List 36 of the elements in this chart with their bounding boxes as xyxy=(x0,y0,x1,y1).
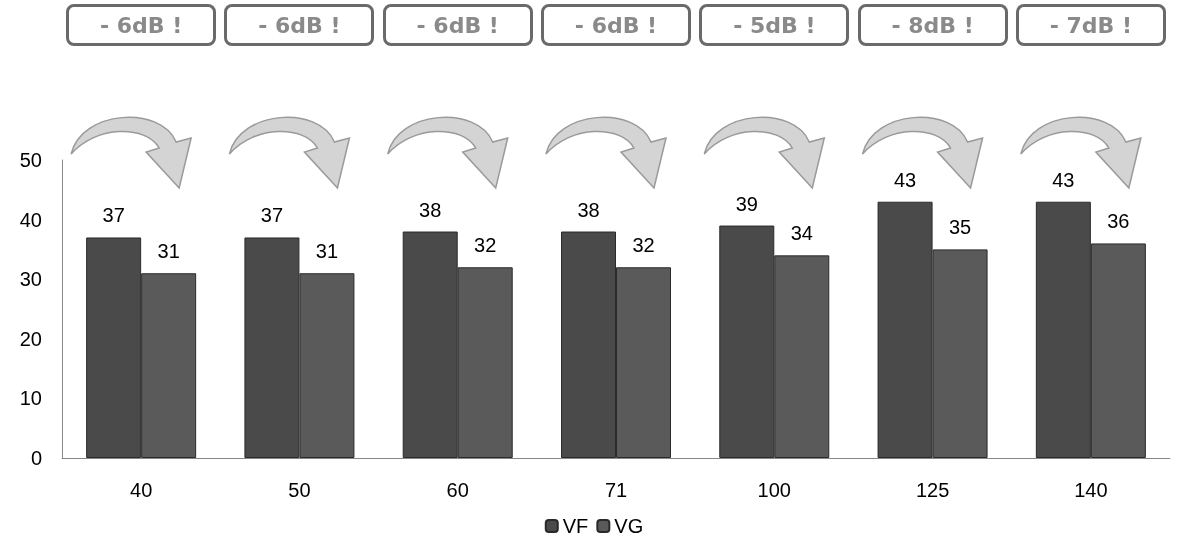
y-tick-label: 10 xyxy=(19,387,42,410)
y-tick-label: 30 xyxy=(19,268,42,291)
data-label: 34 xyxy=(790,222,813,245)
text: - 8dB ! xyxy=(857,4,1008,46)
y-tick-label: 20 xyxy=(19,327,42,350)
y-tick-label: 0 xyxy=(30,447,42,469)
x-tick-label: 60 xyxy=(446,479,469,501)
y-tick-label: 50 xyxy=(19,149,42,171)
data-label: 32 xyxy=(632,234,655,257)
text: - 6dB ! xyxy=(382,4,533,46)
x-tick-label: 125 xyxy=(915,479,950,501)
data-label: 37 xyxy=(260,204,284,227)
data-label: 32 xyxy=(474,234,497,257)
data-label: 39 xyxy=(735,192,758,215)
data-label: 36 xyxy=(1107,210,1130,233)
data-label: 38 xyxy=(577,198,600,221)
legend-label: VF xyxy=(562,515,589,537)
x-tick-label: 71 xyxy=(604,479,628,501)
data-label: 35 xyxy=(948,216,972,239)
text: - 6dB ! xyxy=(224,4,375,46)
data-label: 43 xyxy=(1052,168,1075,191)
x-tick-label: 100 xyxy=(757,479,791,501)
text: - 5dB ! xyxy=(699,4,850,46)
x-tick-label: 40 xyxy=(130,479,153,501)
data-label: 43 xyxy=(893,168,917,191)
x-tick-label: 50 xyxy=(288,479,311,501)
y-tick-label: 40 xyxy=(19,208,42,231)
data-label: 31 xyxy=(315,240,339,263)
data-label: 37 xyxy=(102,204,125,227)
data-label: 38 xyxy=(419,198,442,221)
text: - 6dB ! xyxy=(541,4,691,46)
text: - 7dB ! xyxy=(1015,4,1166,46)
data-label: 31 xyxy=(157,240,180,263)
x-tick-label: 140 xyxy=(1074,479,1108,501)
legend-label: VG xyxy=(614,515,644,537)
text: - 6dB ! xyxy=(66,4,217,46)
